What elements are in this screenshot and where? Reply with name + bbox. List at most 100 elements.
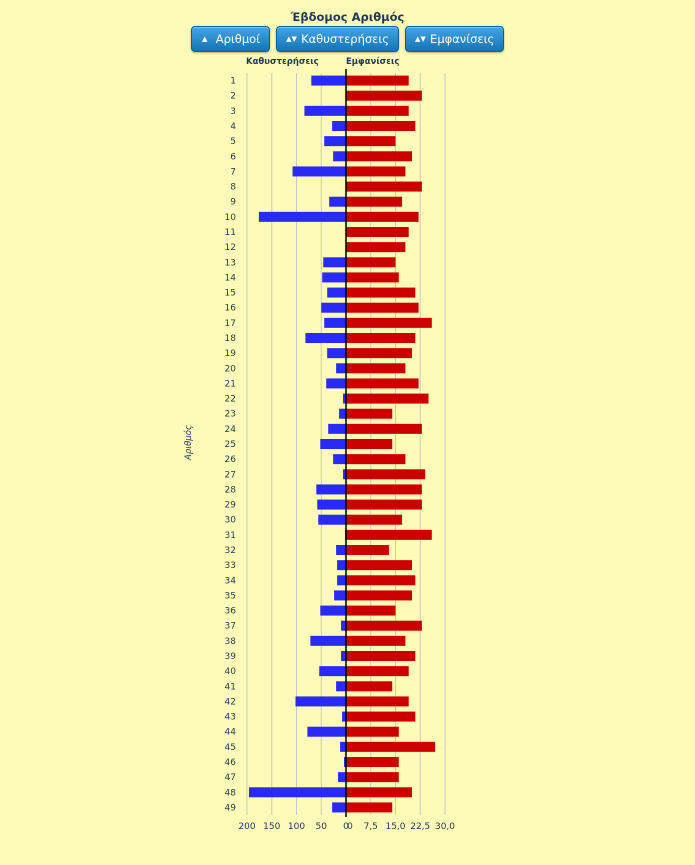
category-label: 38 (225, 637, 237, 647)
category-label: 41 (225, 682, 236, 692)
category-label: 45 (225, 743, 236, 753)
delays-series-label: Καθυστερήσεις (246, 57, 319, 67)
category-label: 48 (225, 788, 237, 798)
category-label: 44 (225, 728, 237, 738)
appearance-bar (346, 196, 403, 207)
category-label: 43 (225, 713, 236, 723)
delay-bar (327, 287, 346, 298)
delay-bar (324, 317, 346, 328)
appearance-bar (346, 393, 429, 404)
appearance-bar (346, 242, 406, 253)
delay-bar (320, 439, 346, 449)
category-label: 37 (225, 622, 236, 632)
sort-icon: ▲▼ (286, 34, 297, 43)
delay-bar (341, 620, 346, 631)
appearance-bar (346, 741, 436, 752)
delay-bar (323, 257, 346, 268)
appearance-bar (346, 696, 409, 707)
category-label: 20 (225, 364, 237, 374)
category-label: 49 (225, 803, 237, 813)
appearance-bar (346, 499, 422, 510)
delay-bar (340, 741, 346, 752)
category-label: 12 (225, 243, 236, 253)
appearance-bar (346, 757, 399, 767)
category-label: 29 (225, 501, 237, 511)
category-label: 26 (225, 455, 237, 465)
appearance-bar (346, 802, 393, 813)
x-tick-label: 100 (288, 822, 305, 832)
sort-icon: ▲▼ (415, 34, 426, 43)
category-label: 9 (230, 198, 236, 208)
appearance-bar (346, 166, 406, 177)
category-label: 33 (225, 561, 236, 571)
appearance-bar (346, 605, 396, 616)
appearance-bar (346, 726, 399, 737)
x-tick-label: 150 (263, 822, 280, 832)
appearance-bar (346, 787, 412, 798)
appearance-bar (346, 121, 416, 131)
delay-bar (343, 393, 346, 404)
category-label: 25 (225, 440, 236, 450)
appearance-bar (346, 620, 422, 631)
appearance-bar (346, 317, 432, 328)
category-label: 35 (225, 591, 236, 601)
appearances-series-label: Εμφανίσεις (346, 57, 400, 67)
delay-bar (258, 211, 346, 222)
delay-bar (336, 681, 346, 692)
delay-bar (339, 408, 346, 419)
sort-by-delays-button[interactable]: ▲▼ Καθυστερήσεις (276, 26, 400, 52)
sort-by-appearances-label: Εμφανίσεις (430, 32, 495, 46)
category-label: 3 (230, 107, 236, 117)
delay-bar (317, 499, 346, 510)
x-tick-label: 22,5 (410, 822, 430, 832)
category-label: 23 (225, 410, 236, 420)
category-label: 39 (225, 652, 237, 662)
delay-bar (295, 696, 346, 707)
appearance-bar (346, 454, 406, 465)
delay-bar (319, 666, 346, 677)
delay-bar (342, 711, 346, 722)
appearance-bar (346, 272, 399, 283)
category-label: 16 (225, 304, 237, 314)
appearance-bar (346, 151, 412, 162)
category-label: 10 (225, 213, 237, 223)
appearance-bar (346, 545, 389, 555)
delay-bar (332, 802, 346, 813)
appearance-bar (346, 302, 419, 313)
appearance-bar (346, 211, 419, 222)
category-label: 47 (225, 773, 236, 783)
appearance-bar (346, 681, 393, 692)
delay-bar (310, 635, 346, 646)
appearance-bar (346, 635, 406, 646)
category-label: 34 (225, 576, 237, 586)
delay-bar (248, 787, 346, 798)
delay-bar (320, 605, 346, 616)
delay-bar (336, 363, 346, 374)
category-label: 21 (225, 379, 236, 389)
appearance-bar (346, 772, 399, 783)
category-label: 18 (225, 334, 237, 344)
category-label: 14 (225, 273, 237, 283)
x-tick-label: 200 (238, 822, 255, 832)
category-label: 28 (225, 485, 237, 495)
category-label: 30 (225, 516, 237, 526)
category-label: 13 (225, 258, 236, 268)
sort-by-delays-label: Καθυστερήσεις (301, 32, 390, 46)
category-label: 5 (230, 137, 236, 147)
appearance-bar (346, 711, 416, 722)
delay-bar (344, 757, 346, 767)
appearance-bar (346, 287, 416, 298)
chart-title: Έβδομος Αριθμός (290, 10, 405, 24)
category-label: 19 (225, 349, 237, 359)
category-label: 36 (225, 607, 237, 617)
appearance-bar (346, 575, 416, 586)
sort-by-appearances-button[interactable]: ▲▼ Εμφανίσεις (405, 26, 505, 52)
delay-bar (305, 333, 346, 343)
sort-by-number-button[interactable]: ▲ Αριθμοί (190, 26, 271, 52)
delay-bar (337, 575, 346, 586)
appearance-bar (346, 333, 416, 343)
sort-button-bar: ▲ Αριθμοί ▲▼ Καθυστερήσεις ▲▼ Εμφανίσεις (0, 26, 695, 52)
delay-bar (292, 166, 346, 177)
